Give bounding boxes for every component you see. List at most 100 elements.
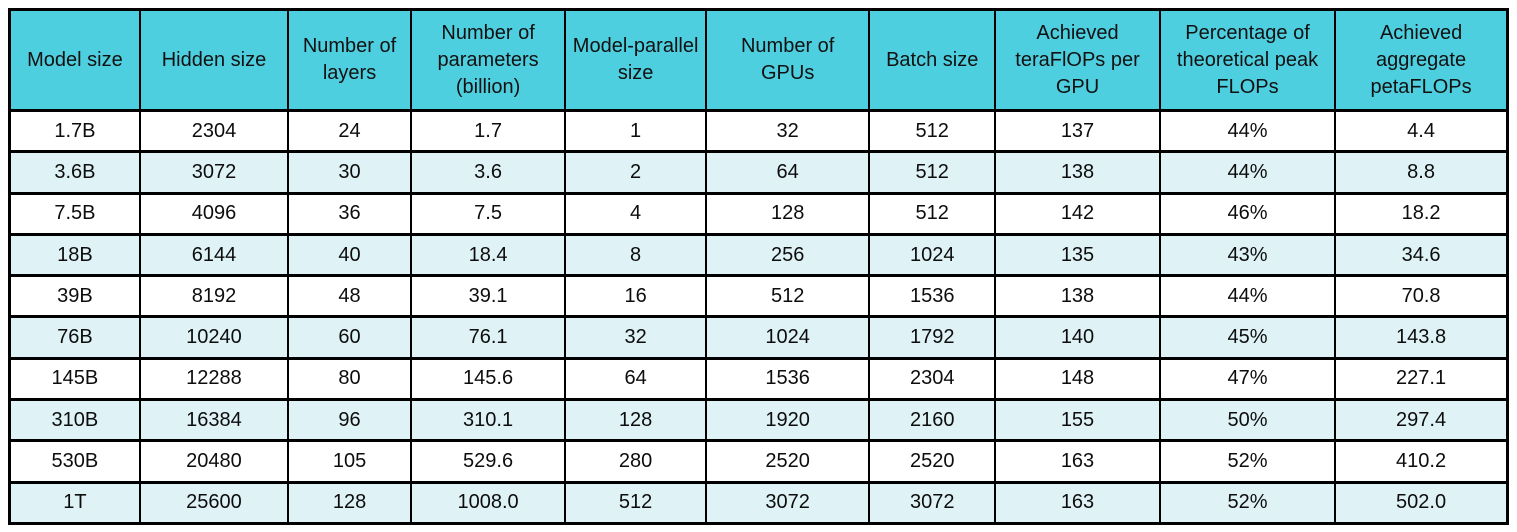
table-row-3.6b: 3.6B 3072 30 3.6 2 64 512 138 44% 8.8 bbox=[8, 150, 1509, 195]
cell-achieved-teraflops-per-gpu: 138 bbox=[994, 274, 1161, 319]
table-row-530b: 530B 20480 105 529.6 280 2520 2520 163 52% 410.2 bbox=[8, 439, 1509, 484]
cell-percentage-of-theoretical-peak-flops: 50% bbox=[1158, 398, 1337, 443]
cell-number-of-parameters-billion: 18.4 bbox=[409, 232, 567, 278]
cell-percentage-of-theoretical-peak-flops: 45% bbox=[1158, 315, 1337, 360]
header-row: Model size Hidden size Number of layers Num… bbox=[8, 8, 1509, 112]
cell-number-of-parameters-billion: 529.6 bbox=[409, 439, 567, 484]
cell-number-of-parameters-billion: 3.6 bbox=[409, 150, 567, 195]
cell-model-parallel-size: 16 bbox=[564, 274, 708, 319]
table-head: Model size Hidden size Number of layers Num… bbox=[8, 8, 1509, 112]
cell-number-of-layers: 48 bbox=[287, 274, 412, 319]
column-header-model-parallel-size: Model-parallel size bbox=[564, 8, 708, 112]
cell-number-of-gpus: 1920 bbox=[705, 398, 871, 443]
cell-percentage-of-theoretical-peak-flops: 52% bbox=[1158, 480, 1337, 526]
cell-number-of-layers: 96 bbox=[287, 398, 412, 443]
cell-number-of-gpus: 32 bbox=[705, 108, 871, 154]
model-scaling-table: Model size Hidden size Number of layers Num… bbox=[8, 8, 1509, 526]
cell-number-of-layers: 24 bbox=[287, 108, 412, 154]
cell-number-of-layers: 128 bbox=[287, 480, 412, 526]
cell-model-parallel-size: 64 bbox=[564, 356, 708, 402]
table-row-76b: 76B 10240 60 76.1 32 1024 1792 140 45% 143.8 bbox=[8, 315, 1509, 360]
cell-number-of-parameters-billion: 145.6 bbox=[409, 356, 567, 402]
table-row-1.7b: 1.7B 2304 24 1.7 1 32 512 137 44% 4.4 bbox=[8, 108, 1509, 154]
cell-percentage-of-theoretical-peak-flops: 44% bbox=[1158, 274, 1337, 319]
column-header-number-of-layers: Number of layers bbox=[287, 8, 412, 112]
cell-number-of-layers: 60 bbox=[287, 315, 412, 360]
table-row-145b: 145B 12288 80 145.6 64 1536 2304 148 47% 227.1 bbox=[8, 356, 1509, 402]
cell-number-of-gpus: 1024 bbox=[705, 315, 871, 360]
cell-achieved-aggregate-petaflops: 410.2 bbox=[1334, 439, 1509, 484]
cell-number-of-parameters-billion: 76.1 bbox=[409, 315, 567, 360]
cell-model-size: 145B bbox=[8, 356, 141, 402]
column-header-batch-size: Batch size bbox=[868, 8, 997, 112]
cell-hidden-size: 8192 bbox=[138, 274, 290, 319]
cell-batch-size: 3072 bbox=[868, 480, 997, 526]
column-header-percentage-of-theoretical-peak-flops: Percentage of theoretical peak FLOPs bbox=[1158, 8, 1337, 112]
table-row-7.5b: 7.5B 4096 36 7.5 4 128 512 142 46% 18.2 bbox=[8, 191, 1509, 236]
cell-achieved-teraflops-per-gpu: 155 bbox=[994, 398, 1161, 443]
cell-achieved-aggregate-petaflops: 8.8 bbox=[1334, 150, 1509, 195]
cell-achieved-teraflops-per-gpu: 148 bbox=[994, 356, 1161, 402]
cell-number-of-parameters-billion: 7.5 bbox=[409, 191, 567, 236]
cell-model-parallel-size: 128 bbox=[564, 398, 708, 443]
cell-number-of-layers: 30 bbox=[287, 150, 412, 195]
cell-batch-size: 1792 bbox=[868, 315, 997, 360]
cell-hidden-size: 20480 bbox=[138, 439, 290, 484]
cell-achieved-teraflops-per-gpu: 163 bbox=[994, 439, 1161, 484]
column-header-achieved-teraflops-per-gpu: Achieved teraFlOPs per GPU bbox=[994, 8, 1161, 112]
cell-model-parallel-size: 280 bbox=[564, 439, 708, 484]
cell-number-of-gpus: 256 bbox=[705, 232, 871, 278]
table-row-310b: 310B 16384 96 310.1 128 1920 2160 155 50% 297.4 bbox=[8, 398, 1509, 443]
cell-number-of-layers: 36 bbox=[287, 191, 412, 236]
cell-number-of-parameters-billion: 1.7 bbox=[409, 108, 567, 154]
cell-achieved-teraflops-per-gpu: 135 bbox=[994, 232, 1161, 278]
cell-achieved-teraflops-per-gpu: 140 bbox=[994, 315, 1161, 360]
table-row-18b: 18B 6144 40 18.4 8 256 1024 135 43% 34.6 bbox=[8, 232, 1509, 278]
column-header-model-size: Model size bbox=[8, 8, 141, 112]
cell-achieved-teraflops-per-gpu: 142 bbox=[994, 191, 1161, 236]
cell-model-size: 39B bbox=[8, 274, 141, 319]
cell-hidden-size: 6144 bbox=[138, 232, 290, 278]
cell-hidden-size: 2304 bbox=[138, 108, 290, 154]
cell-model-size: 7.5B bbox=[8, 191, 141, 236]
cell-achieved-aggregate-petaflops: 4.4 bbox=[1334, 108, 1509, 154]
cell-batch-size: 512 bbox=[868, 108, 997, 154]
cell-hidden-size: 16384 bbox=[138, 398, 290, 443]
cell-achieved-teraflops-per-gpu: 137 bbox=[994, 108, 1161, 154]
cell-hidden-size: 25600 bbox=[138, 480, 290, 526]
cell-model-size: 310B bbox=[8, 398, 141, 443]
table-row-39b: 39B 8192 48 39.1 16 512 1536 138 44% 70.8 bbox=[8, 274, 1509, 319]
cell-achieved-aggregate-petaflops: 18.2 bbox=[1334, 191, 1509, 236]
column-header-achieved-aggregate-petaflops: Achieved aggregate petaFLOPs bbox=[1334, 8, 1509, 112]
cell-number-of-layers: 80 bbox=[287, 356, 412, 402]
cell-model-parallel-size: 512 bbox=[564, 480, 708, 526]
cell-percentage-of-theoretical-peak-flops: 46% bbox=[1158, 191, 1337, 236]
column-header-number-of-parameters-billion: Number of parameters (billion) bbox=[409, 8, 567, 112]
cell-model-size: 3.6B bbox=[8, 150, 141, 195]
cell-achieved-aggregate-petaflops: 70.8 bbox=[1334, 274, 1509, 319]
cell-achieved-teraflops-per-gpu: 163 bbox=[994, 480, 1161, 526]
cell-number-of-gpus: 1536 bbox=[705, 356, 871, 402]
cell-percentage-of-theoretical-peak-flops: 44% bbox=[1158, 108, 1337, 154]
cell-number-of-parameters-billion: 39.1 bbox=[409, 274, 567, 319]
cell-number-of-parameters-billion: 1008.0 bbox=[409, 480, 567, 526]
cell-percentage-of-theoretical-peak-flops: 43% bbox=[1158, 232, 1337, 278]
cell-model-size: 1T bbox=[8, 480, 141, 526]
cell-model-parallel-size: 1 bbox=[564, 108, 708, 154]
table-body: 1.7B 2304 24 1.7 1 32 512 137 44% 4.4 3.6B 3072 30 3.… bbox=[8, 108, 1509, 526]
cell-model-size: 1.7B bbox=[8, 108, 141, 154]
cell-number-of-gpus: 64 bbox=[705, 150, 871, 195]
cell-hidden-size: 4096 bbox=[138, 191, 290, 236]
cell-number-of-gpus: 128 bbox=[705, 191, 871, 236]
cell-number-of-gpus: 2520 bbox=[705, 439, 871, 484]
cell-batch-size: 2520 bbox=[868, 439, 997, 484]
cell-batch-size: 512 bbox=[868, 150, 997, 195]
cell-number-of-gpus: 3072 bbox=[705, 480, 871, 526]
cell-percentage-of-theoretical-peak-flops: 44% bbox=[1158, 150, 1337, 195]
cell-hidden-size: 10240 bbox=[138, 315, 290, 360]
cell-batch-size: 512 bbox=[868, 191, 997, 236]
cell-number-of-parameters-billion: 310.1 bbox=[409, 398, 567, 443]
cell-model-parallel-size: 8 bbox=[564, 232, 708, 278]
cell-number-of-gpus: 512 bbox=[705, 274, 871, 319]
